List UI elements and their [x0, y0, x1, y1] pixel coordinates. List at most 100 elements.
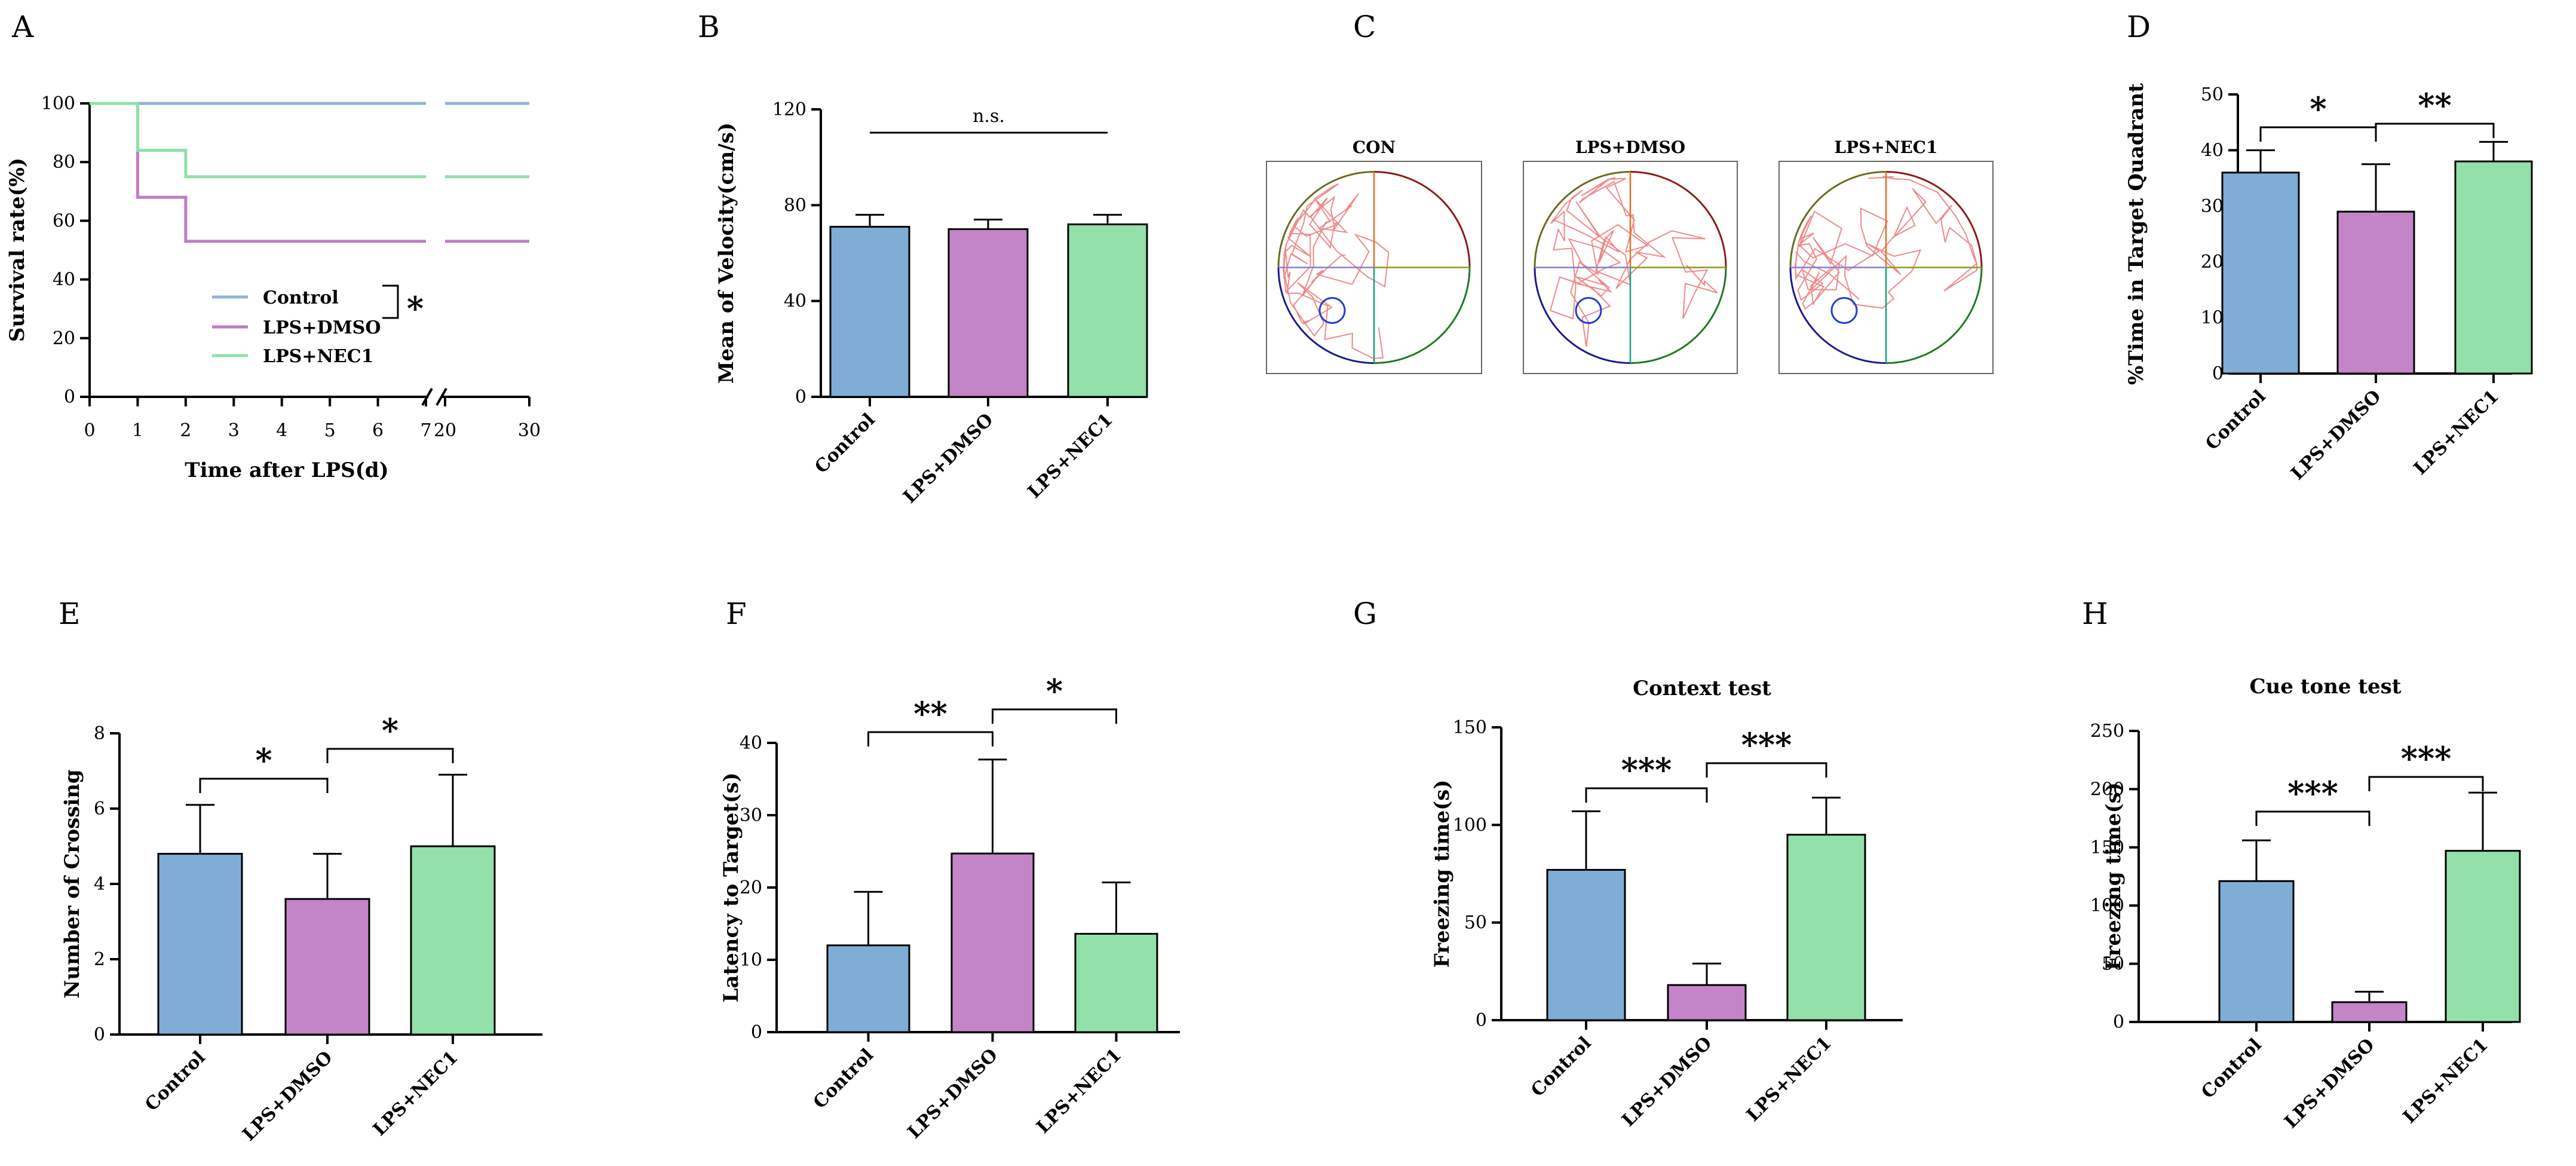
significance-label: n.s.: [973, 106, 1005, 127]
significance-label: ***: [2287, 774, 2338, 812]
x-tick-label: 5: [324, 420, 336, 441]
bracket-line: [867, 731, 993, 746]
bar-lps-dmso: [950, 852, 1035, 1033]
significance-label: ***: [1621, 751, 1672, 789]
x-tick-label: Control: [2201, 386, 2270, 454]
x-tick-label: LPS+DMSO: [1618, 1033, 1716, 1131]
axis-break: [436, 388, 447, 406]
significance-label: **: [2418, 86, 2451, 124]
maze-title: CON: [1353, 137, 1396, 157]
panel-c: C: [1353, 10, 1376, 44]
y-axis-title: Mean of Velocity(cm/s): [714, 123, 738, 384]
bar-lps-dmso: [2331, 1001, 2408, 1023]
y-tick-label: 0: [751, 1022, 762, 1043]
legend-label: LPS+DMSO: [263, 317, 381, 338]
panel-e: E 0 2 4 6 8 Number of Crossing Control LPS+DMSO L…: [59, 596, 542, 1145]
x-tick-label: Control: [811, 409, 879, 478]
significance-label: *: [2310, 90, 2326, 128]
y-tick-label: 40: [740, 733, 762, 754]
y-tick-label: 4: [94, 874, 105, 895]
quadrant-arc: [1789, 267, 1887, 364]
quadrant-arc: [1277, 171, 1375, 268]
significance-label: *: [255, 741, 272, 779]
y-axis-title: Freezing time(s): [1430, 780, 1454, 968]
panel-letter-f: F: [726, 596, 747, 631]
swim-path: [1549, 177, 1718, 347]
y-tick-label: 40: [784, 291, 806, 312]
y-tick-label: 150: [1453, 717, 1487, 738]
y-tick-label: 60: [53, 210, 75, 231]
quadrant-arc: [1373, 171, 1471, 268]
bracket-line: [2375, 123, 2495, 138]
bar-control: [157, 853, 243, 1036]
x-tick-label: 2: [180, 420, 191, 441]
x-tick-label: Control: [2197, 1035, 2265, 1103]
y-tick-label: 50: [2201, 84, 2224, 105]
x-tick-label: LPS+DMSO: [899, 409, 997, 507]
x-tick-label: LPS+NEC1: [1743, 1033, 1836, 1126]
y-tick-label: 250: [2090, 721, 2124, 742]
chart-title: Context test: [1633, 677, 1771, 700]
y-tick-label: 120: [772, 99, 806, 120]
panel-g: G Context test 0 50 100 150 Freezing time(s) Co…: [1353, 596, 1903, 1131]
x-tick-label: LPS+NEC1: [1024, 409, 1117, 503]
bar-control: [2221, 172, 2300, 375]
panel-letter-b: B: [698, 10, 720, 44]
y-axis-title: Survival rate(%): [5, 158, 29, 342]
bracket-line: [382, 284, 399, 319]
x-tick-label: LPS+NEC1: [2410, 386, 2503, 479]
quadrant-arc: [1885, 267, 1983, 364]
y-tick-label: 20: [53, 328, 75, 349]
maze-title: LPS+NEC1: [1834, 137, 1937, 157]
panel-letter-h: H: [2082, 596, 2108, 631]
y-tick-label: 10: [740, 950, 762, 971]
y-tick-label: 100: [2090, 895, 2124, 916]
quadrant-arc: [1885, 171, 1983, 268]
y-axis-title: Latency to Target(s): [719, 773, 743, 1003]
maze-title: LPS+DMSO: [1575, 137, 1685, 157]
bar-control: [2218, 880, 2295, 1023]
y-tick-label: 80: [784, 195, 806, 216]
x-tick-label: 3: [228, 420, 240, 441]
y-axis-title: Freezing time(s): [2102, 782, 2126, 971]
y-tick-label: 0: [64, 387, 75, 408]
x-tick-label: 1: [132, 420, 143, 441]
bracket-line: [992, 708, 1117, 724]
quadrant-arc: [1789, 171, 1887, 268]
panel-letter-d: D: [2127, 10, 2151, 44]
y-tick-label: 200: [2090, 779, 2124, 800]
y-tick-label: 0: [2212, 363, 2224, 384]
bar-control: [829, 225, 910, 398]
panel-h: H Cue tone test 0 50 100 150 200 250 Freezing ti…: [2082, 596, 2521, 1133]
y-tick-label: 100: [41, 93, 75, 114]
significance-label: **: [913, 694, 947, 733]
x-tick-label: 0: [84, 420, 95, 441]
x-tick-label: Control: [141, 1047, 209, 1115]
bracket-line: [2255, 810, 2370, 826]
chart-title: Cue tone test: [2249, 675, 2401, 699]
y-tick-label: 40: [2201, 140, 2224, 161]
maze-plot-1: LPS+DMSO: [1523, 137, 1738, 374]
y-tick-label: 30: [2201, 196, 2224, 217]
y-tick-label: 20: [740, 877, 762, 898]
y-tick-label: 0: [795, 387, 806, 408]
bracket-line: [326, 748, 454, 763]
panel-letter-a: A: [11, 10, 34, 44]
x-axis-title: Time after LPS(d): [185, 458, 388, 482]
bar-lps-nec1: [410, 845, 496, 1036]
significance-label: *: [382, 711, 398, 749]
bar-lps-nec1: [2454, 160, 2533, 375]
y-tick-label: 80: [53, 152, 75, 173]
bar-control: [826, 944, 910, 1033]
legend-label: Control: [263, 287, 339, 308]
x-tick-label: LPS+DMSO: [2280, 1035, 2378, 1133]
y-tick-label: 6: [94, 798, 105, 819]
bar-lps-dmso: [1667, 984, 1747, 1021]
quadrant-arc: [1630, 171, 1727, 268]
quadrant-arc: [1277, 267, 1375, 364]
bar-lps-nec1: [1067, 223, 1148, 398]
y-tick-label: 50: [2102, 954, 2124, 975]
platform-circle: [1575, 297, 1602, 324]
y-tick-label: 40: [53, 270, 75, 290]
